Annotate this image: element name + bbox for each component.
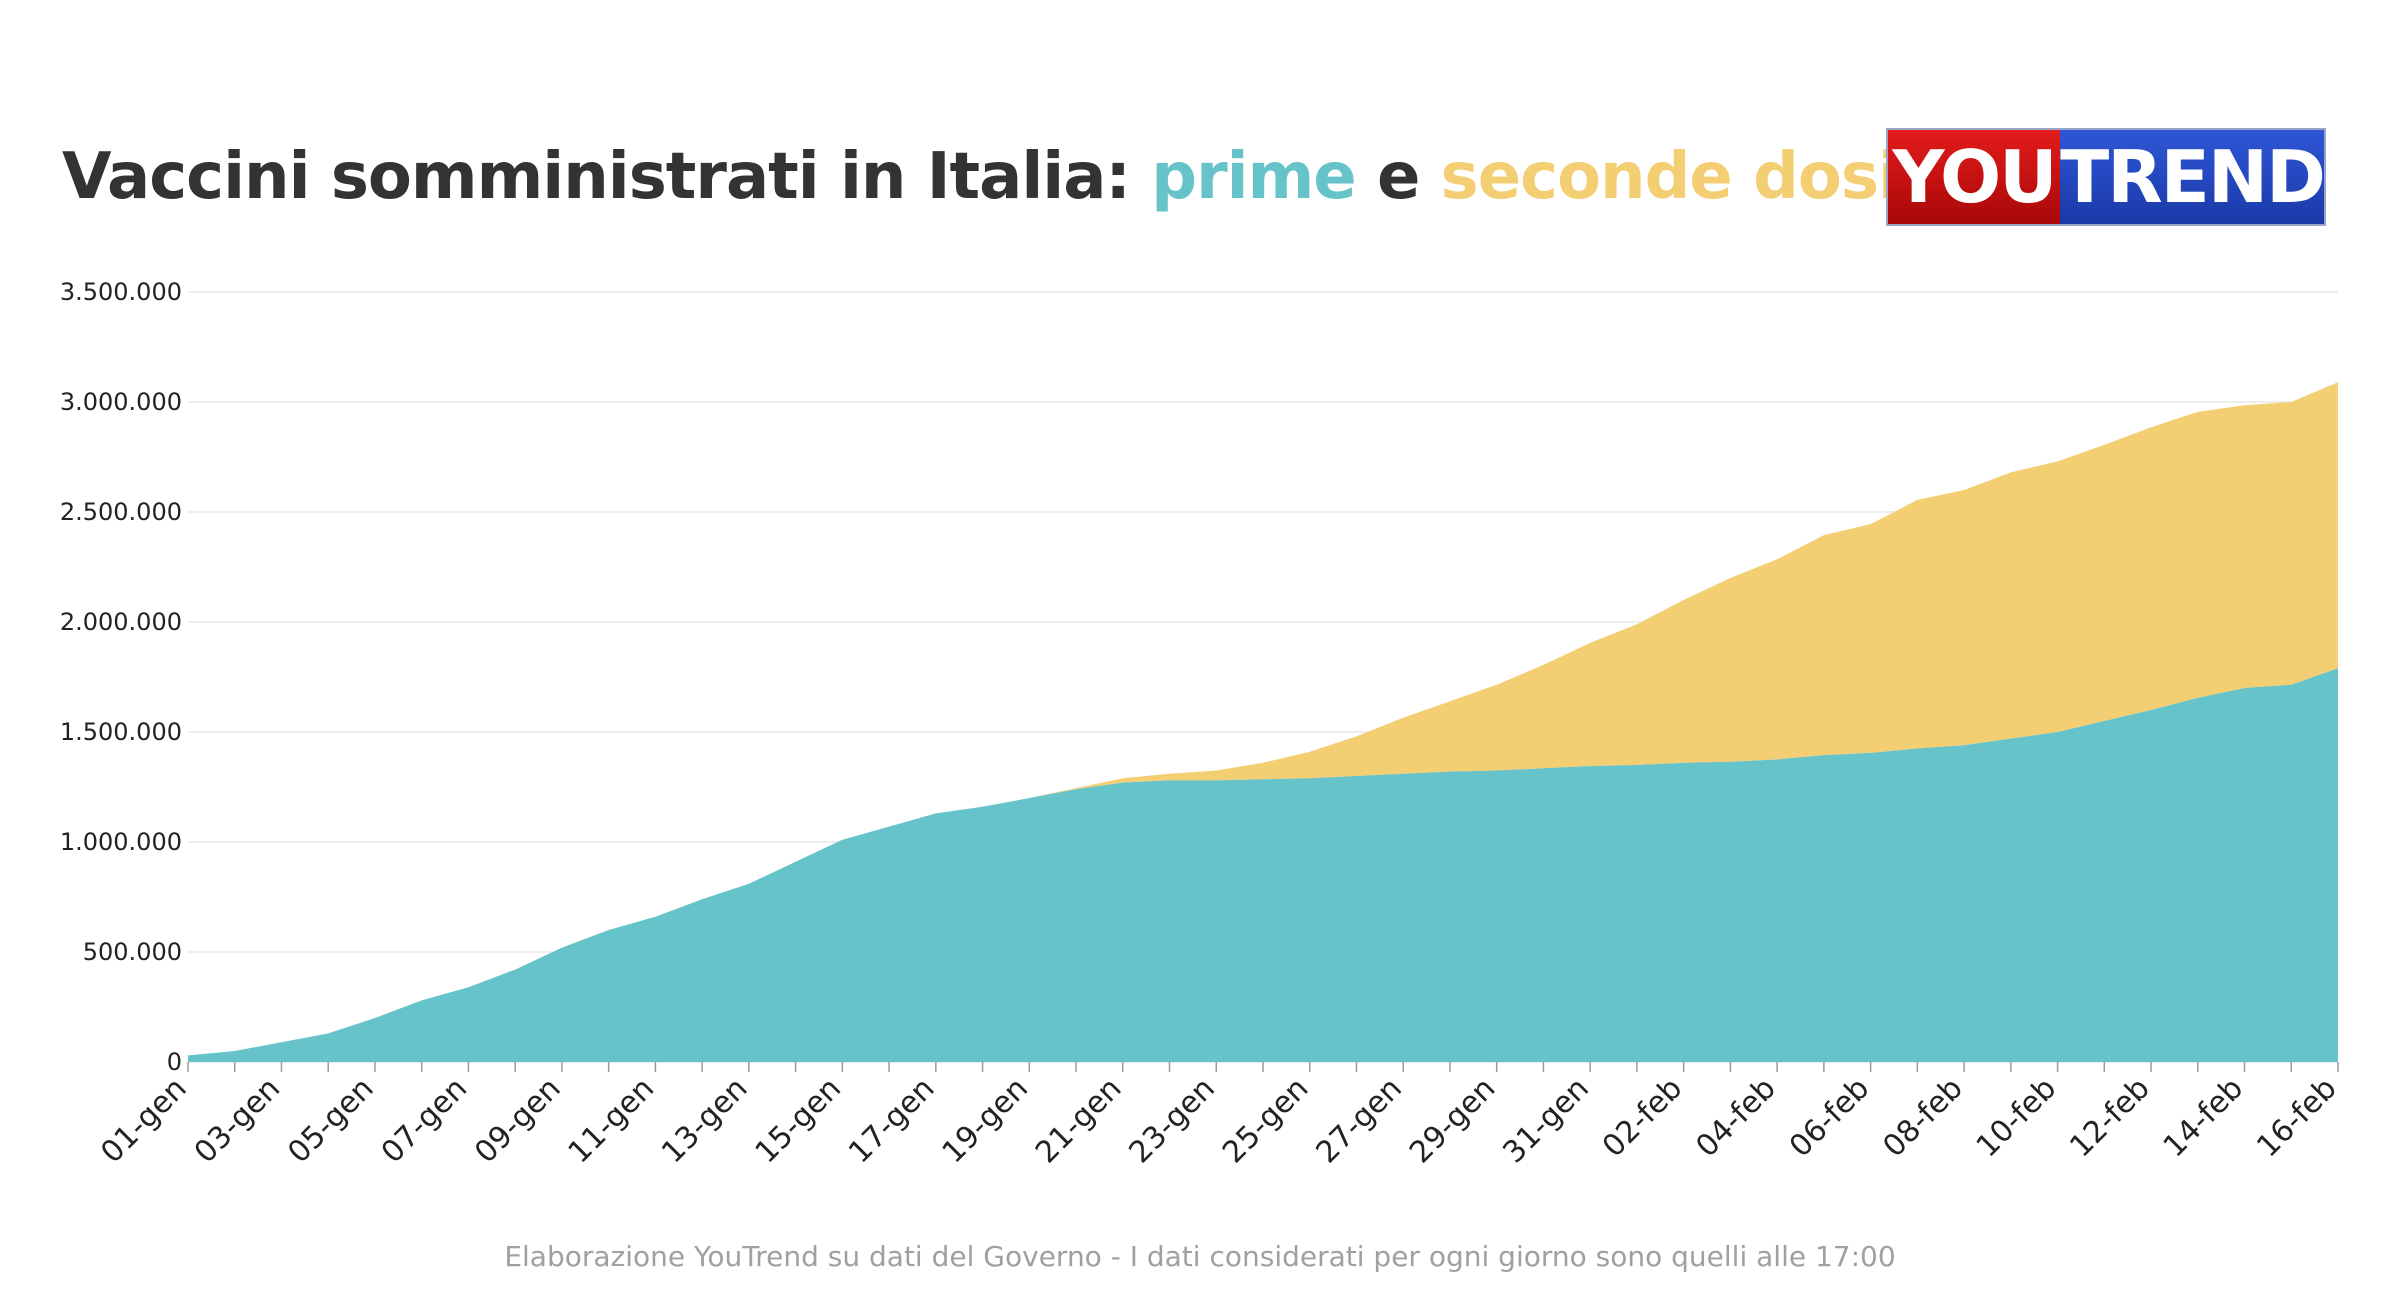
x-tick-label: 10-feb <box>1970 1071 2063 1164</box>
x-tick-label: 25-gen <box>1216 1071 1315 1170</box>
x-tick-label: 17-gen <box>842 1071 941 1170</box>
logo-trend: TREND <box>2060 130 2326 224</box>
x-tick-label: 16-feb <box>2250 1071 2343 1164</box>
x-tick-label: 08-feb <box>1876 1071 1969 1164</box>
y-tick-label: 3.500.000 <box>60 278 182 306</box>
x-tick-label: 29-gen <box>1403 1071 1502 1170</box>
x-tick-label: 12-feb <box>2063 1071 2156 1164</box>
x-tick-label: 23-gen <box>1123 1071 1222 1170</box>
x-tick-label: 19-gen <box>936 1071 1035 1170</box>
x-tick-label: 21-gen <box>1029 1071 1128 1170</box>
chart-title: Vaccini somministrati in Italia: prime e… <box>62 140 1900 214</box>
title-conjunction: e <box>1355 140 1441 214</box>
area-series-seconde-dosi <box>188 382 2338 1056</box>
logo-you: YOU <box>1888 130 2060 224</box>
x-tick-label: 05-gen <box>281 1071 380 1170</box>
x-tick-label: 01-gen <box>94 1071 193 1170</box>
y-tick-label: 1.000.000 <box>60 828 182 856</box>
area-series-prime <box>188 668 2338 1062</box>
title-second-doses: seconde dosi <box>1440 140 1900 214</box>
y-tick-label: 0 <box>167 1048 182 1076</box>
title-first-doses: prime <box>1151 140 1356 214</box>
x-tick-label: 27-gen <box>1310 1071 1409 1170</box>
x-tick-label: 06-feb <box>1783 1071 1876 1164</box>
x-tick-label: 15-gen <box>749 1071 848 1170</box>
y-tick-label: 3.000.000 <box>60 388 182 416</box>
x-tick-label: 04-feb <box>1689 1071 1782 1164</box>
x-tick-label: 31-gen <box>1496 1071 1595 1170</box>
x-tick-label: 03-gen <box>188 1071 287 1170</box>
x-tick-label: 11-gen <box>562 1071 661 1170</box>
youtrend-logo: YOU TREND <box>1886 128 2326 226</box>
x-tick-label: 07-gen <box>375 1071 474 1170</box>
x-tick-label: 13-gen <box>655 1071 754 1170</box>
y-tick-label: 2.000.000 <box>60 608 182 636</box>
x-tick-label: 02-feb <box>1596 1071 1689 1164</box>
y-tick-label: 2.500.000 <box>60 498 182 526</box>
source-footnote: Elaborazione YouTrend su dati del Govern… <box>504 1240 1896 1273</box>
y-tick-label: 500.000 <box>83 938 182 966</box>
title-main: Vaccini somministrati in Italia: <box>62 140 1152 214</box>
y-tick-label: 1.500.000 <box>60 718 182 746</box>
x-tick-label: 14-feb <box>2157 1071 2250 1164</box>
x-tick-label: 09-gen <box>468 1071 567 1170</box>
